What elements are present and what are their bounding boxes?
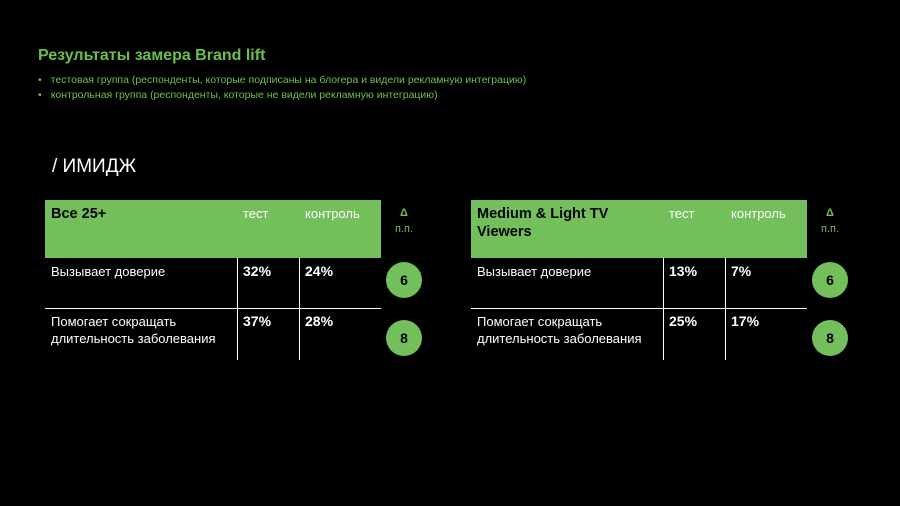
section-title: / ИМИДЖ bbox=[52, 156, 137, 177]
delta-symbol: Δ bbox=[400, 207, 408, 219]
column-divider bbox=[725, 258, 726, 360]
test-value: 32% bbox=[243, 263, 272, 279]
column-header: Все 25+ bbox=[45, 200, 238, 258]
control-value: 24% bbox=[305, 263, 334, 279]
bullet: контрольная группа (респонденты, которые… bbox=[38, 89, 438, 101]
delta-badge: 8 bbox=[812, 320, 848, 356]
row-label: Помогает сокращать длительность заболева… bbox=[51, 314, 216, 346]
row-divider bbox=[471, 308, 807, 309]
column-header: контроль bbox=[299, 200, 381, 258]
delta-badge: 6 bbox=[812, 262, 848, 298]
test-value: 37% bbox=[243, 313, 272, 329]
delta-unit: п.п. bbox=[820, 223, 840, 235]
delta-badge: 8 bbox=[386, 320, 422, 356]
delta-badge: 6 bbox=[386, 262, 422, 298]
column-divider bbox=[299, 258, 300, 360]
column-header: тест bbox=[237, 200, 300, 258]
title: Результаты замера Brand lift bbox=[38, 47, 266, 64]
column-divider bbox=[663, 258, 664, 360]
column-header: тест bbox=[663, 200, 726, 258]
row-label: Вызывает доверие bbox=[477, 264, 592, 279]
control-value: 28% bbox=[305, 313, 334, 329]
row-label: Вызывает доверие bbox=[51, 264, 166, 279]
column-header: Medium & Light TV Viewers bbox=[471, 200, 664, 258]
delta-symbol: Δ bbox=[826, 207, 834, 219]
column-divider bbox=[237, 258, 238, 360]
test-value: 13% bbox=[669, 263, 698, 279]
bullet: тестовая группа (респонденты, которые по… bbox=[38, 74, 527, 86]
row-divider bbox=[45, 308, 381, 309]
control-value: 17% bbox=[731, 313, 760, 329]
row-label: Помогает сокращать длительность заболева… bbox=[477, 314, 642, 346]
column-header: контроль bbox=[725, 200, 807, 258]
test-value: 25% bbox=[669, 313, 698, 329]
control-value: 7% bbox=[731, 263, 752, 279]
delta-unit: п.п. bbox=[394, 223, 414, 235]
